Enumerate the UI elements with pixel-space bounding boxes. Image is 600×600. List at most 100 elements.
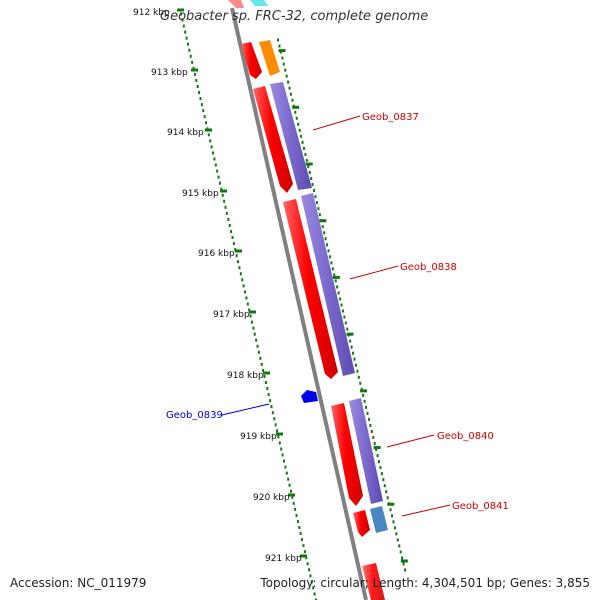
track-dot — [367, 417, 370, 421]
cds-steelblue-0841[interactable] — [370, 506, 388, 533]
gene-label-geob-0840[interactable]: Geob_0840 — [437, 431, 494, 442]
ruler-dot — [269, 399, 272, 403]
track-dot — [404, 568, 406, 572]
track-dot — [399, 550, 402, 554]
gene-arrow-geob-0838[interactable] — [283, 199, 338, 379]
track-dot — [352, 351, 355, 355]
track-dot — [365, 405, 368, 409]
ruler-dot — [298, 526, 301, 530]
ruler-tick-label: 917 kbp — [213, 310, 250, 320]
track-dot — [298, 128, 301, 132]
cds-purple-0840[interactable] — [349, 398, 383, 504]
track-dot — [302, 146, 305, 150]
track-dot — [373, 442, 376, 446]
ruler-dot — [308, 568, 311, 572]
ruler-dot — [273, 417, 276, 421]
cds-purple-0837[interactable] — [270, 82, 312, 190]
track-dot — [315, 201, 318, 205]
track-dot — [398, 544, 401, 548]
track-dot — [370, 429, 373, 433]
ruler-dot — [276, 429, 279, 433]
track-dot — [285, 74, 288, 78]
ruler-dot — [221, 193, 224, 197]
ruler-dot — [216, 169, 219, 173]
track-dot — [341, 309, 344, 313]
ruler-dot — [270, 405, 273, 409]
track-dot — [376, 454, 379, 458]
ruler-dot — [192, 66, 195, 70]
gene-label-geob-0837[interactable]: Geob_0837 — [362, 112, 419, 123]
track-dot — [350, 345, 353, 349]
ruler-dot — [231, 236, 234, 240]
track-dot — [359, 381, 362, 385]
track-dot — [337, 291, 340, 295]
gene-label-geob-0841[interactable]: Geob_0841 — [452, 501, 509, 512]
track-dot — [396, 538, 399, 542]
cds-orange[interactable] — [259, 40, 280, 76]
gene-arrow-geob-0840[interactable] — [331, 403, 363, 506]
cds-purple-0838[interactable] — [301, 193, 355, 376]
track-dot — [305, 158, 308, 162]
ruler-dot — [312, 586, 315, 590]
gene-arrow-geob-0837[interactable] — [253, 86, 293, 193]
track-dot — [401, 556, 404, 560]
gene-arrow-geob-0839[interactable] — [301, 390, 318, 403]
gene-arrow[interactable] — [241, 42, 262, 79]
ruler-dot — [296, 519, 299, 523]
track-dot — [334, 279, 337, 283]
accession-label: Accession: — [10, 576, 74, 590]
ruler-dot — [214, 163, 217, 167]
accession-value: NC_011979 — [77, 576, 147, 590]
gene-arrow-bottom-partial[interactable] — [362, 563, 385, 600]
ruler-dot — [260, 362, 263, 366]
ruler-labels: 912 kbp 913 kbp 914 kbp 915 kbp 916 kbp … — [133, 8, 302, 564]
track-dot — [353, 357, 356, 361]
ruler-dot — [225, 211, 228, 215]
ruler-dot — [220, 187, 223, 191]
ruler-dot — [193, 72, 196, 76]
track-dot — [310, 177, 313, 181]
ruler-tick-label: 912 kbp — [133, 8, 170, 18]
ruler-dot — [189, 54, 192, 58]
ruler-dot — [294, 507, 297, 511]
ruler-dot — [207, 133, 210, 137]
gene-arrow-top-partial[interactable] — [228, 0, 244, 8]
ruler-dot — [289, 489, 292, 493]
ruler-dot — [250, 320, 253, 324]
track-dot — [356, 369, 359, 373]
ruler-dot — [184, 30, 187, 34]
cds-cyan-partial[interactable] — [250, 0, 268, 6]
ruler-dot — [185, 36, 188, 40]
track-dot — [378, 460, 381, 464]
ruler-dot — [238, 266, 241, 270]
ruler-dot — [266, 387, 269, 391]
track-dot — [382, 478, 385, 482]
track-dot — [328, 255, 331, 259]
genome-title: Geobacter sp. FRC-32, complete genome — [160, 9, 429, 24]
ruler-dot — [271, 411, 274, 415]
ruler-dot — [284, 465, 287, 469]
gene-arrow-geob-0841[interactable] — [353, 510, 370, 537]
track-dot — [333, 273, 336, 277]
ruler-tick-label: 921 kbp — [265, 554, 302, 564]
track-dot — [336, 285, 339, 289]
track-dot — [393, 526, 396, 530]
ruler-dot — [182, 24, 185, 28]
track-dot — [311, 183, 314, 187]
ruler-dot — [259, 356, 262, 360]
ruler-dot — [263, 374, 266, 378]
ruler-dot — [218, 181, 221, 185]
track-dot — [331, 267, 334, 271]
ruler-dot — [285, 471, 288, 475]
gene-label-geob-0839[interactable]: Geob_0839 — [166, 410, 223, 421]
track-dot — [360, 387, 363, 391]
track-dot — [392, 520, 395, 524]
track-dot — [314, 195, 317, 199]
ruler-dot — [277, 435, 280, 439]
ruler-dot — [309, 574, 312, 578]
ruler-dot — [303, 550, 306, 554]
ruler — [177, 8, 317, 600]
track-dot — [289, 92, 292, 96]
gene-label-geob-0838[interactable]: Geob_0838 — [400, 262, 457, 273]
